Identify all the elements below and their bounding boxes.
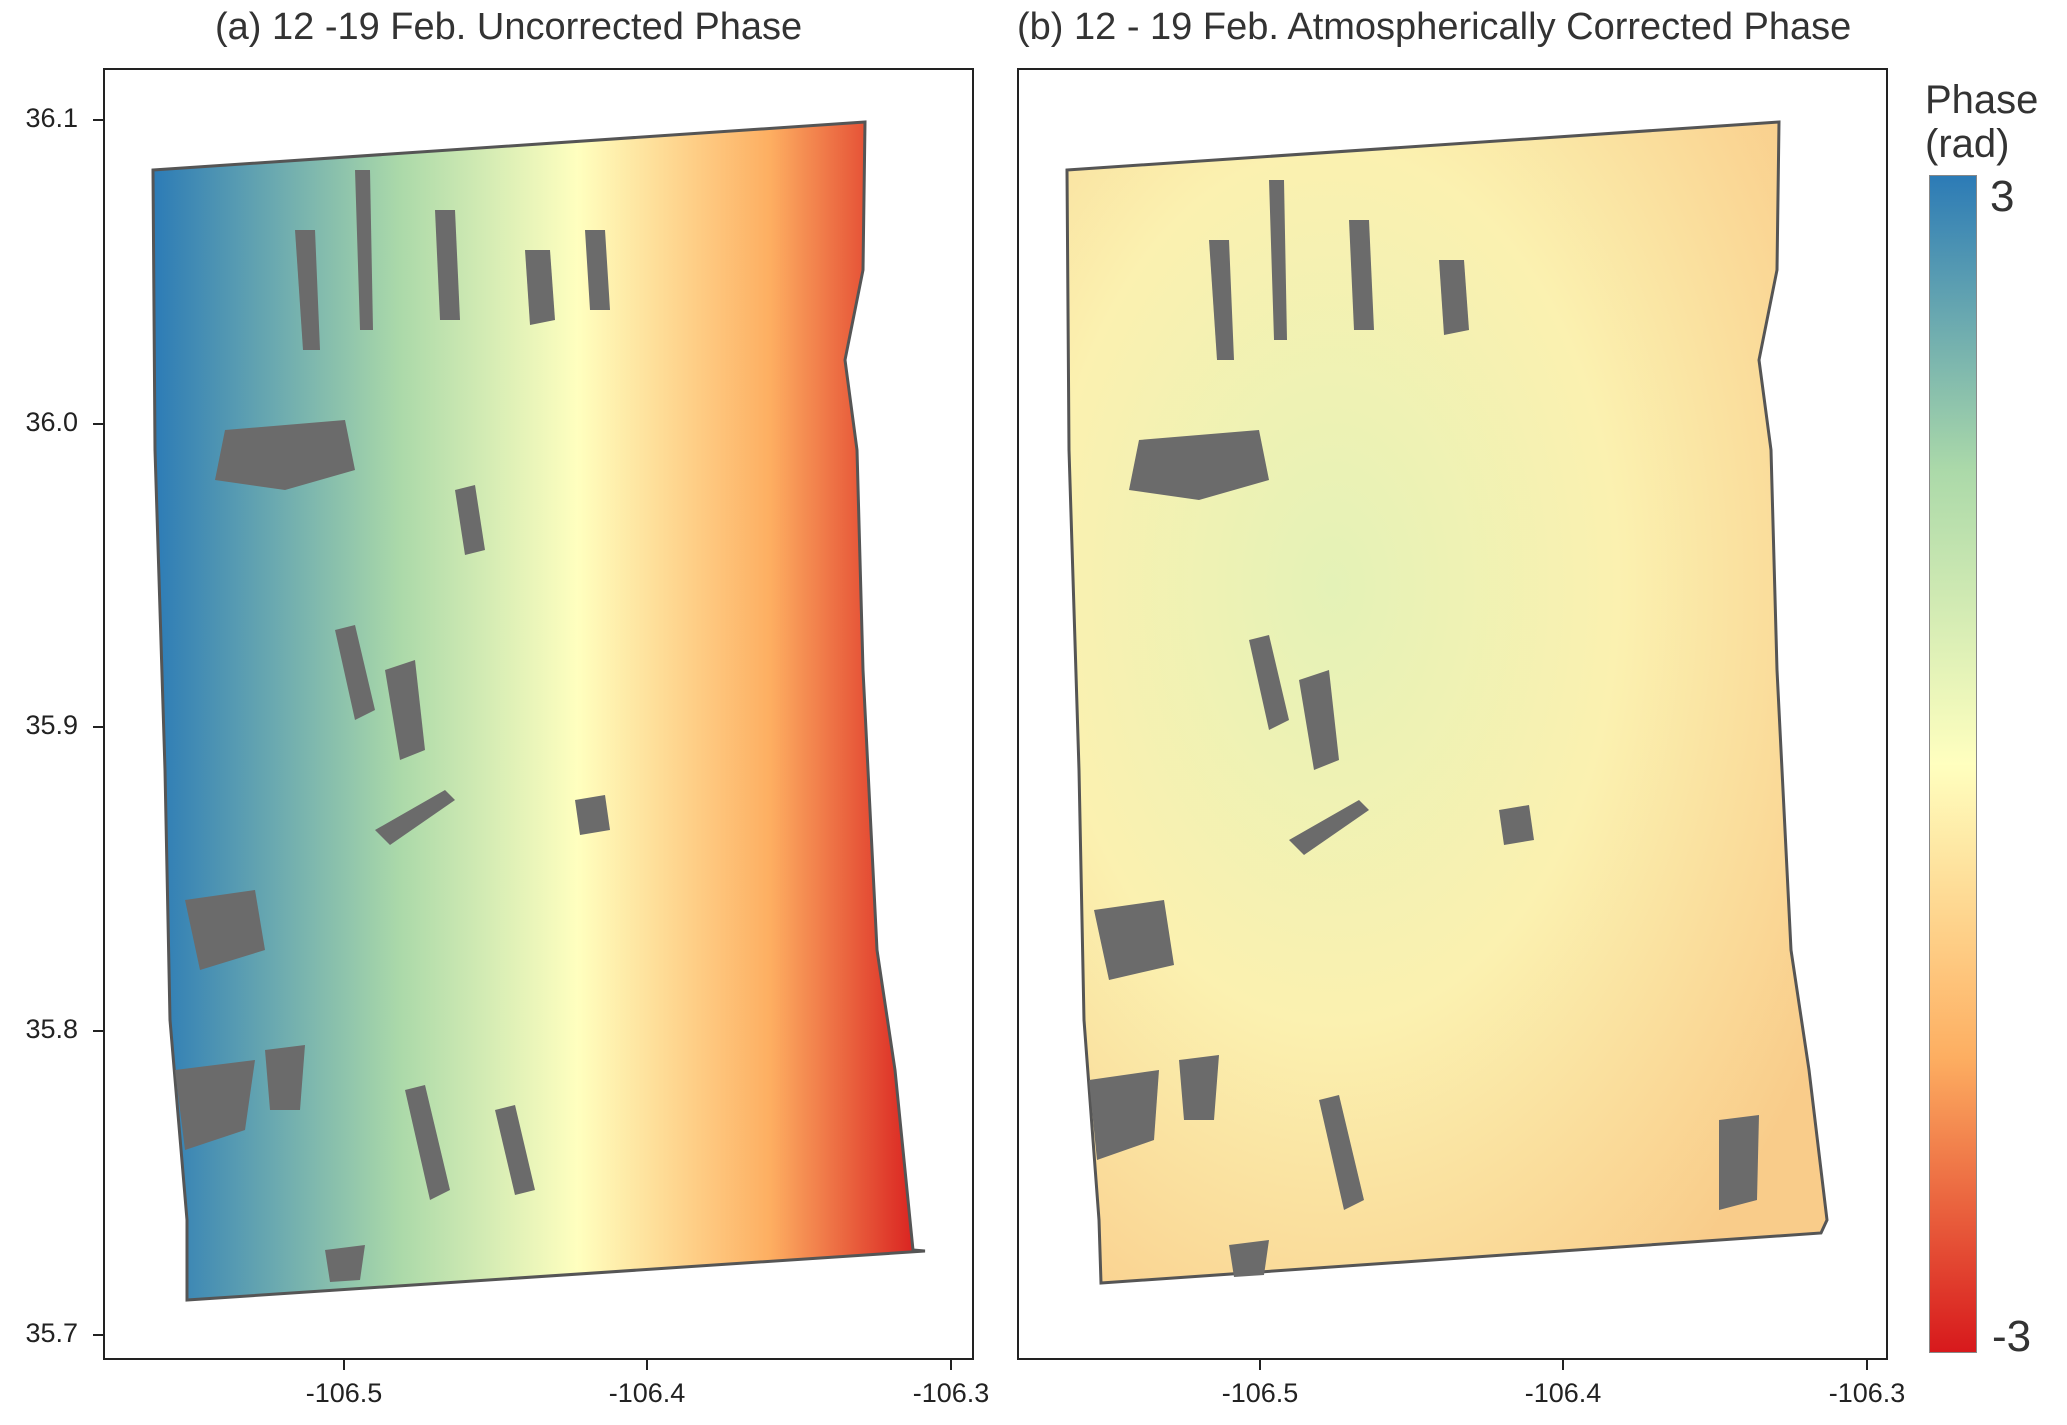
colorbar-min-label: -3 (1992, 1312, 2032, 1361)
x-tick-mark (343, 1360, 345, 1370)
colorbar-gradient (1929, 175, 1977, 1353)
x-tick-label-b-106.4: -106.4 (1524, 1378, 1602, 1408)
colorbar-title: Phase (rad) (1925, 78, 2038, 166)
x-tick-label-a-106.4: -106.4 (608, 1378, 686, 1408)
y-tick-label-36.1: 36.1 (25, 103, 78, 133)
map-b-footprint (1065, 120, 1829, 1285)
colorbar-max-label: 3 (1990, 172, 2015, 221)
x-tick-label-a-106.5: -106.5 (305, 1378, 383, 1408)
x-tick-label-b-106.5: -106.5 (1221, 1378, 1299, 1408)
map-a-masked-areas (175, 170, 610, 1282)
panel-b-title: (b) 12 - 19 Feb. Atmospherically Correct… (1017, 6, 1852, 48)
map-b-svg (1065, 120, 1829, 1285)
y-tick-label-35.8: 35.8 (25, 1014, 78, 1044)
x-tick-label-b-106.3: -106.3 (1828, 1378, 1906, 1408)
y-tick-label-36.0: 36.0 (25, 407, 78, 437)
x-tick-label-a-106.3: -106.3 (912, 1378, 990, 1408)
map-a-svg (151, 120, 926, 1302)
x-tick-mark (1866, 1360, 1868, 1370)
y-tick-mark (93, 1030, 103, 1032)
colorbar-title-line2: (rad) (1925, 122, 2010, 166)
map-panel-a (103, 68, 974, 1360)
colorbar-title-line1: Phase (1925, 78, 2039, 122)
panel-a-title: (a) 12 -19 Feb. Uncorrected Phase (215, 6, 803, 48)
x-tick-mark (1562, 1360, 1564, 1370)
map-a-footprint (151, 120, 926, 1302)
y-tick-mark (93, 1334, 103, 1336)
y-tick-mark (93, 119, 103, 121)
y-tick-mark (93, 423, 103, 425)
y-tick-label-35.7: 35.7 (25, 1318, 78, 1348)
y-tick-label-35.9: 35.9 (25, 710, 78, 740)
x-tick-mark (1259, 1360, 1261, 1370)
map-b-masked-areas (1089, 180, 1759, 1277)
map-panel-b (1017, 68, 1888, 1360)
y-tick-mark (93, 726, 103, 728)
x-tick-mark (646, 1360, 648, 1370)
x-tick-mark (950, 1360, 952, 1370)
